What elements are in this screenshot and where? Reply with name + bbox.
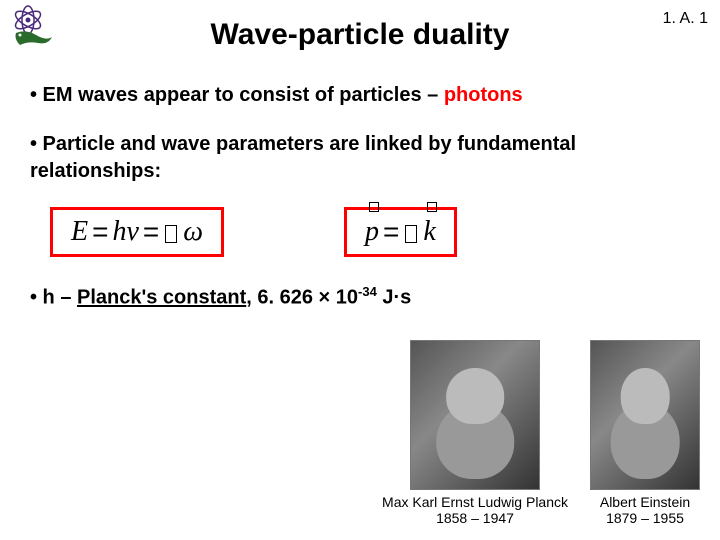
vector-marker-icon xyxy=(427,202,437,212)
eq1-hv: hv xyxy=(112,216,138,248)
bullet-1-text: • EM waves appear to consist of particle… xyxy=(30,84,444,106)
momentum-equation: p = k xyxy=(344,207,457,257)
bullet-3-exp: -34 xyxy=(358,284,377,299)
page-title: Wave-particle duality xyxy=(0,0,720,52)
content-area: • EM waves appear to consist of particle… xyxy=(0,52,720,312)
equation-row: E = hv = ω p = k xyxy=(50,207,690,257)
bullet-3: • h – Planck's constant, 6. 626 × 10-34 … xyxy=(30,283,690,312)
bullet-2: • Particle and wave parameters are linke… xyxy=(30,131,690,185)
vector-marker-icon xyxy=(369,202,379,212)
energy-equation: E = hv = ω xyxy=(50,207,224,257)
eq-sign: = xyxy=(143,216,159,248)
planck-name: Max Karl Ernst Ludwig Planck xyxy=(382,494,568,510)
planck-portrait xyxy=(410,340,540,490)
planck-constant-label: Planck's constant xyxy=(77,287,246,309)
hbar-placeholder-icon xyxy=(405,225,417,243)
planck-years: 1858 – 1947 xyxy=(382,510,568,526)
eq2-p: p xyxy=(365,216,379,248)
eq2-k: k xyxy=(423,216,435,248)
bullet-1: • EM waves appear to consist of particle… xyxy=(30,82,690,109)
person-planck: Max Karl Ernst Ludwig Planck 1858 – 1947 xyxy=(382,340,568,526)
person-einstein: Albert Einstein 1879 – 1955 xyxy=(590,340,700,526)
hbar-placeholder-icon xyxy=(165,225,177,243)
einstein-name: Albert Einstein xyxy=(590,494,700,510)
eq1-E: E xyxy=(71,216,88,248)
eq1-omega: ω xyxy=(183,216,203,248)
eq-sign: = xyxy=(383,216,399,248)
einstein-years: 1879 – 1955 xyxy=(590,510,700,526)
bullet-3-unit: J·s xyxy=(377,287,411,309)
einstein-portrait xyxy=(590,340,700,490)
eq-sign: = xyxy=(92,216,108,248)
bullet-3-value: , 6. 626 × 10 xyxy=(246,287,358,309)
bullet-1-highlight: photons xyxy=(444,84,523,106)
portrait-row: Max Karl Ernst Ludwig Planck 1858 – 1947… xyxy=(0,340,720,526)
bullet-3-pre: • h – xyxy=(30,287,77,309)
atom-lizard-logo xyxy=(8,5,58,55)
slide-number: 1. A. 1 xyxy=(663,10,708,28)
